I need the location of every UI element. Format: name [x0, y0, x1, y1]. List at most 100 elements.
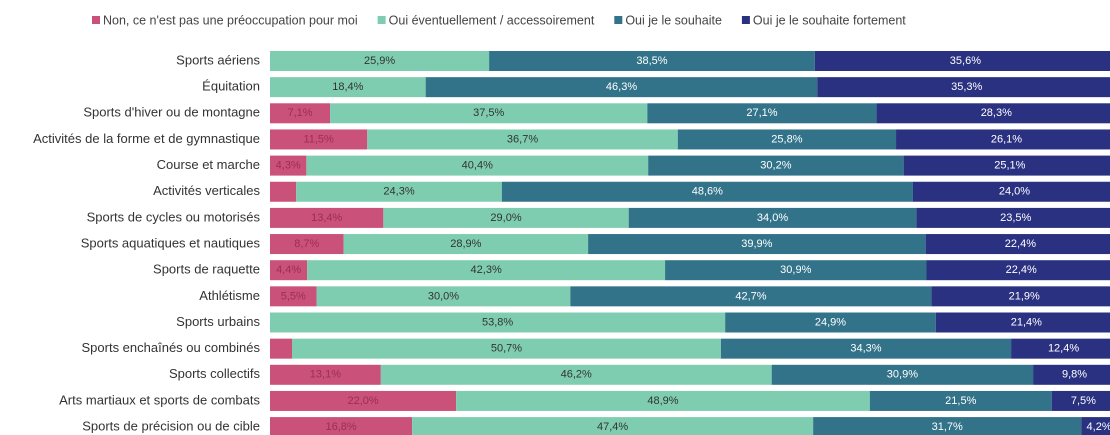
- value-label: 26,1%: [991, 133, 1022, 145]
- value-label: 9,8%: [1062, 369, 1087, 381]
- value-label: 46,2%: [561, 369, 592, 381]
- value-label: 21,4%: [1011, 316, 1042, 328]
- category-label: Sports d'hiver ou de montagne: [83, 105, 260, 120]
- value-label: 39,9%: [741, 238, 772, 250]
- bar-segment: [383, 207, 629, 228]
- bar-segment: [343, 234, 589, 255]
- bar-segment: [869, 390, 1052, 411]
- value-label: 4,3%: [276, 160, 301, 172]
- category-label: Arts martiaux et sports de combats: [59, 392, 260, 407]
- bar-segment: [291, 338, 721, 359]
- value-label: 34,3%: [850, 343, 881, 355]
- value-label: 38,5%: [636, 55, 667, 67]
- bar-segment: [425, 77, 818, 98]
- value-label: 35,6%: [950, 55, 981, 67]
- category-label: Sports aériens: [176, 52, 260, 67]
- value-label: 7,1%: [287, 107, 312, 119]
- bar-segment: [270, 260, 308, 281]
- bar-segment: [817, 77, 1110, 98]
- value-label: 25,8%: [771, 133, 802, 145]
- value-label: 42,3%: [471, 264, 502, 276]
- legend-swatch: [614, 16, 623, 24]
- bar-segment: [380, 364, 772, 385]
- bar-segment: [270, 181, 297, 202]
- value-label: 5,5%: [281, 290, 306, 302]
- value-label: 53,8%: [482, 316, 513, 328]
- value-label: 30,9%: [887, 369, 918, 381]
- bar-segment: [489, 51, 815, 71]
- bar-segment: [270, 312, 726, 333]
- value-label: 23,5%: [1000, 212, 1031, 224]
- bar-segment: [647, 103, 877, 124]
- bar-segment: [814, 51, 1110, 71]
- bar-segment: [628, 207, 917, 228]
- value-label: 29,0%: [490, 212, 521, 224]
- value-label: 18,4%: [332, 81, 363, 93]
- legend-swatch: [377, 16, 386, 24]
- value-label: 35,3%: [951, 81, 982, 93]
- bar-segment: [720, 338, 1012, 359]
- bar-segment: [270, 77, 426, 98]
- value-label: 22,0%: [347, 395, 378, 407]
- value-label: 24,3%: [383, 186, 414, 198]
- value-label: 13,1%: [310, 369, 341, 381]
- bar-segment: [677, 129, 897, 150]
- bar-segment: [771, 364, 1034, 385]
- bar-segment: [931, 286, 1110, 307]
- bar-segment: [1011, 338, 1110, 359]
- category-label: Sports urbains: [176, 314, 260, 329]
- bar-segment: [925, 234, 1110, 255]
- category-label: Sports de raquette: [153, 262, 260, 277]
- value-label: 30,9%: [780, 264, 811, 276]
- bar-segment: [270, 207, 384, 228]
- bar-segment: [648, 155, 904, 176]
- value-label: 21,5%: [945, 395, 976, 407]
- bar-segment: [926, 260, 1110, 281]
- value-label: 34,0%: [757, 212, 788, 224]
- value-label: 22,4%: [1006, 264, 1037, 276]
- value-label: 4,2%: [1087, 421, 1110, 433]
- category-label: Sports de précision ou de cible: [82, 419, 260, 434]
- bar-segment: [570, 286, 932, 307]
- bar-segment: [316, 286, 571, 307]
- bar-segment: [916, 207, 1110, 228]
- value-label: 7,5%: [1071, 395, 1096, 407]
- value-label: 24,0%: [999, 186, 1030, 198]
- bar-segment: [912, 181, 1110, 202]
- bar-segment: [307, 260, 666, 281]
- bar-segment: [270, 286, 317, 307]
- value-label: 25,9%: [364, 55, 395, 67]
- legend-label: Oui éventuellement / accessoirement: [389, 13, 595, 27]
- category-label: Sports enchaînés ou combinés: [82, 340, 261, 355]
- bar-segment: [270, 129, 368, 150]
- bar-segment: [412, 417, 814, 435]
- bar-segment: [896, 129, 1110, 150]
- value-label: 30,0%: [428, 290, 459, 302]
- legend-label: Non, ce n'est pas une préoccupation pour…: [103, 13, 358, 27]
- category-label: Course et marche: [157, 157, 260, 172]
- value-label: 31,7%: [932, 421, 963, 433]
- value-label: 16,8%: [325, 421, 356, 433]
- bar-segment: [903, 155, 1110, 176]
- value-label: 46,3%: [606, 81, 637, 93]
- value-label: 4,4%: [276, 264, 301, 276]
- bar-segment: [270, 155, 307, 176]
- value-label: 8,7%: [294, 238, 319, 250]
- value-label: 50,7%: [491, 343, 522, 355]
- legend-label: Oui je le souhaite fortement: [753, 13, 906, 27]
- value-label: 27,1%: [746, 107, 777, 119]
- bar-segment: [501, 181, 913, 202]
- bar-segment: [813, 417, 1082, 435]
- bar-segment: [1033, 364, 1110, 385]
- bar-segment: [270, 103, 331, 124]
- value-label: 11,5%: [303, 133, 334, 145]
- bar-segment: [296, 181, 502, 202]
- value-label: 13,4%: [311, 212, 342, 224]
- bar-segment: [270, 338, 292, 359]
- bar-segment: [270, 390, 457, 411]
- category-label: Sports aquatiques et nautiques: [81, 235, 261, 250]
- bar-segment: [270, 364, 381, 385]
- value-label: 42,7%: [735, 290, 766, 302]
- bar-segment: [367, 129, 678, 150]
